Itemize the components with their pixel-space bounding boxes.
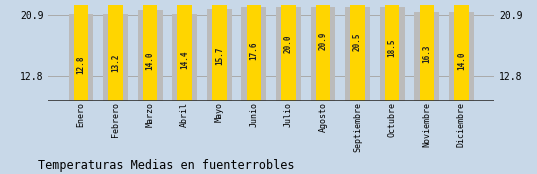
Bar bbox=[212, 0, 227, 101]
Text: 17.6: 17.6 bbox=[249, 41, 258, 60]
Text: 15.7: 15.7 bbox=[215, 47, 224, 65]
Bar bbox=[316, 0, 330, 101]
Bar bbox=[454, 0, 469, 101]
Text: Temperaturas Medias en fuenterrobles: Temperaturas Medias en fuenterrobles bbox=[38, 159, 294, 172]
Bar bbox=[137, 10, 163, 101]
Bar bbox=[207, 9, 232, 101]
Bar bbox=[74, 5, 88, 101]
Bar bbox=[281, 0, 296, 101]
Text: 20.5: 20.5 bbox=[353, 33, 362, 52]
Text: 12.8: 12.8 bbox=[77, 55, 85, 74]
Bar bbox=[276, 7, 301, 101]
Text: 18.5: 18.5 bbox=[388, 39, 397, 57]
Bar bbox=[178, 0, 192, 101]
Bar bbox=[350, 0, 365, 101]
Bar bbox=[310, 7, 336, 101]
Bar bbox=[449, 12, 474, 101]
Bar bbox=[415, 12, 439, 101]
Bar bbox=[246, 0, 261, 101]
Text: 16.3: 16.3 bbox=[422, 45, 431, 64]
Bar bbox=[103, 14, 128, 101]
Text: 13.2: 13.2 bbox=[111, 54, 120, 72]
Bar bbox=[143, 0, 157, 101]
Bar bbox=[380, 7, 405, 101]
Bar bbox=[419, 0, 434, 101]
Text: 14.0: 14.0 bbox=[146, 52, 155, 70]
Text: 20.0: 20.0 bbox=[284, 34, 293, 53]
Bar bbox=[108, 1, 123, 101]
Bar bbox=[242, 7, 266, 101]
Text: 14.4: 14.4 bbox=[180, 50, 189, 69]
Bar bbox=[385, 0, 400, 101]
Bar bbox=[172, 14, 197, 101]
Text: 14.0: 14.0 bbox=[457, 52, 466, 70]
Text: 20.9: 20.9 bbox=[318, 32, 328, 50]
Bar bbox=[345, 7, 370, 101]
Bar bbox=[69, 14, 93, 101]
